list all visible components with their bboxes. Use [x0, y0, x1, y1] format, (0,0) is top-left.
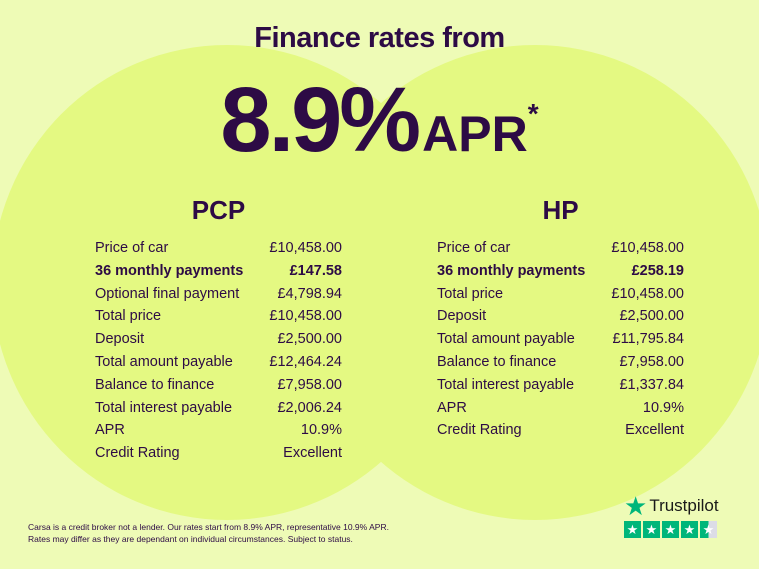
table-row: Credit Rating Excellent [95, 442, 342, 465]
table-row: 36 monthly payments £258.19 [437, 260, 684, 283]
row-value: £7,958.00 [619, 353, 684, 370]
asterisk: * [527, 98, 539, 129]
table-row: Balance to finance £7,958.00 [95, 374, 342, 397]
trustpilot-name: Trustpilot [649, 496, 719, 515]
pcp-rows: Price of car £10,458.00 36 monthly payment… [95, 237, 342, 465]
pcp-title: PCP [191, 195, 246, 225]
pcp-table: PCP Price of car £10,458.00 36 monthly pay… [95, 195, 342, 465]
table-row: Total amount payable £11,795.84 [437, 328, 684, 351]
row-label: Total price [95, 308, 162, 325]
row-label: Deposit [437, 308, 487, 325]
row-value: £10,458.00 [269, 240, 342, 256]
table-row: Total amount payable £12,464.24 [95, 351, 342, 374]
row-label: Total amount payable [95, 353, 233, 370]
disclaimer-line-1: Carsa is a credit broker not a lender. O… [28, 522, 389, 532]
row-label: Deposit [95, 331, 145, 348]
trustpilot-logo: ★ Trustpilot [624, 491, 719, 521]
trustpilot-badge: ★ Trustpilot ★ ★ ★ ★ ★ [624, 491, 719, 538]
row-value: £4,798.94 [277, 285, 342, 302]
star-icon: ★ [643, 521, 660, 538]
row-value: £1,337.84 [619, 376, 684, 393]
row-label: Price of car [437, 240, 511, 256]
rate-display: 8.9%APR* [0, 68, 759, 173]
trustpilot-star-icon: ★ [624, 490, 648, 521]
table-row: Deposit £2,500.00 [437, 305, 684, 328]
table-row: APR 10.9% [95, 419, 342, 442]
table-row: Price of car £10,458.00 [95, 237, 342, 260]
row-label: Price of car [95, 240, 169, 256]
row-value: £7,958.00 [277, 376, 342, 393]
row-value: £11,795.84 [612, 331, 685, 348]
row-label: Optional final payment [95, 285, 240, 302]
row-label: Total interest payable [437, 376, 575, 393]
row-value: 10.9% [300, 422, 342, 439]
row-label: APR [95, 422, 125, 439]
table-row: Total price £10,458.00 [95, 305, 342, 328]
row-label: Balance to finance [437, 353, 557, 370]
rate-value: 8.9% [220, 69, 421, 171]
hp-rows: Price of car £10,458.00 36 monthly payment… [437, 237, 684, 442]
row-label: Total amount payable [437, 331, 575, 348]
hp-table: HP Price of car £10,458.00 36 monthly paym… [437, 195, 684, 442]
row-label: 36 monthly payments [95, 262, 244, 279]
row-label: Credit Rating [95, 445, 180, 462]
table-row: Deposit £2,500.00 [95, 328, 342, 351]
star-icon: ★ [700, 521, 717, 538]
row-value: £2,500.00 [619, 308, 684, 325]
row-value: £10,458.00 [269, 308, 342, 325]
row-label: Balance to finance [95, 376, 215, 393]
star-icon: ★ [681, 521, 698, 538]
rate-unit: APR [422, 106, 528, 162]
row-value: Excellent [283, 445, 342, 462]
row-label: Credit Rating [437, 422, 522, 439]
row-value: £2,500.00 [277, 331, 342, 348]
row-value: £2,006.24 [277, 399, 342, 416]
star-icon: ★ [662, 521, 679, 538]
row-label: 36 monthly payments [437, 262, 586, 279]
table-row: Balance to finance £7,958.00 [437, 351, 684, 374]
row-value: £258.19 [631, 262, 684, 279]
table-row: Total interest payable £1,337.84 [437, 374, 684, 397]
row-value: Excellent [625, 422, 684, 439]
star-icon: ★ [624, 521, 641, 538]
headline: Finance rates from [254, 22, 505, 54]
table-row: 36 monthly payments £147.58 [95, 260, 342, 283]
row-value: £10,458.00 [611, 240, 684, 256]
disclaimer-line-2: Rates may differ as they are dependant o… [28, 534, 353, 544]
table-row: Total price £10,458.00 [437, 283, 684, 306]
hp-title: HP [542, 195, 579, 225]
table-row: Optional final payment £4,798.94 [95, 283, 342, 306]
row-label: APR [437, 399, 467, 416]
trustpilot-rating-stars: ★ ★ ★ ★ ★ [624, 521, 719, 538]
row-value: £10,458.00 [611, 285, 684, 302]
row-value: 10.9% [642, 399, 684, 416]
row-label: Total price [437, 285, 504, 302]
table-row: Credit Rating Excellent [437, 419, 684, 442]
disclaimer: Carsa is a credit broker not a lender. O… [28, 521, 389, 545]
table-row: Total interest payable £2,006.24 [95, 397, 342, 420]
decorative-circle-right [300, 45, 759, 520]
row-value: £147.58 [289, 262, 342, 279]
table-row: Price of car £10,458.00 [437, 237, 684, 260]
row-value: £12,464.24 [269, 353, 342, 370]
row-label: Total interest payable [95, 399, 233, 416]
table-row: APR 10.9% [437, 397, 684, 420]
